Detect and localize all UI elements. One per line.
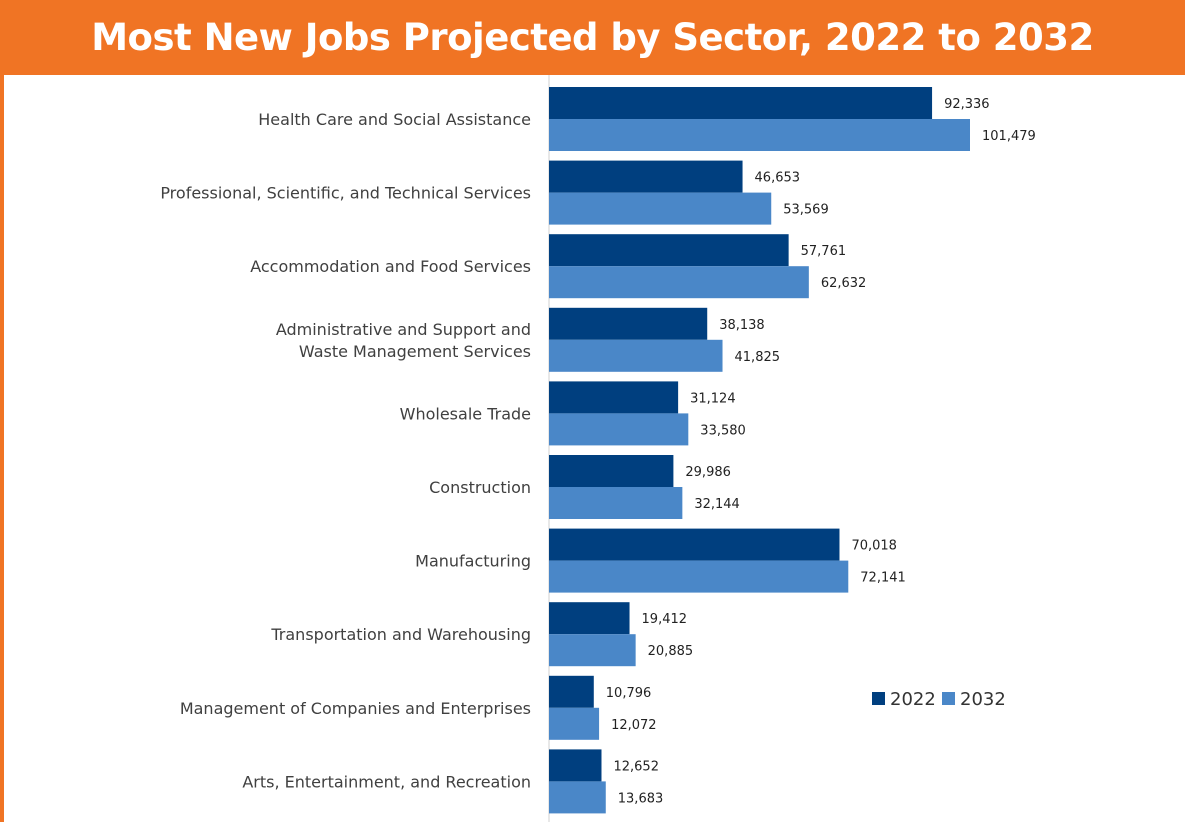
bar-2032 — [549, 339, 723, 372]
data-label-2022: 12,652 — [613, 759, 659, 774]
legend-swatch-2032 — [942, 692, 955, 705]
data-label-2032: 20,885 — [648, 644, 694, 659]
bar-2022 — [549, 160, 743, 193]
data-label-2032: 41,825 — [735, 350, 781, 365]
bar-2022 — [549, 455, 674, 487]
legend-label-2032: 2032 — [960, 689, 1006, 710]
category-label-line: Accommodation and Food Services — [250, 257, 531, 276]
category-label-line: Health Care and Social Assistance — [258, 110, 531, 129]
category-label: Construction — [429, 478, 531, 497]
data-label-2032: 53,569 — [783, 203, 829, 218]
bar-2022 — [549, 307, 708, 340]
category-label: Manufacturing — [415, 552, 531, 571]
category-label-line: Management of Companies and Enterprises — [180, 699, 531, 718]
frame-left-border — [0, 75, 4, 822]
chart-title: Most New Jobs Projected by Sector, 2022 … — [91, 16, 1094, 59]
title-banner: Most New Jobs Projected by Sector, 2022 … — [0, 0, 1185, 75]
category-label: Administrative and Support and Waste Mana… — [276, 320, 531, 361]
category-label-line: Administrative and Support and — [276, 320, 531, 339]
legend-swatch-2022 — [872, 692, 885, 705]
bar-2022 — [549, 675, 594, 708]
bar-2022 — [549, 381, 679, 414]
bar-2032 — [549, 487, 683, 519]
data-label-2032: 32,144 — [694, 497, 740, 512]
data-label-2032: 72,141 — [860, 571, 906, 586]
category-label-line: Arts, Entertainment, and Recreation — [242, 772, 531, 791]
bar-2032 — [549, 266, 809, 299]
data-label-2022: 31,124 — [690, 391, 736, 406]
category-label-line: Construction — [429, 478, 531, 497]
data-label-2022: 29,986 — [685, 465, 731, 480]
bar-2022 — [549, 528, 840, 561]
category-label: Arts, Entertainment, and Recreation — [242, 772, 531, 791]
data-label-2032: 13,683 — [618, 791, 664, 806]
data-label-2022: 70,018 — [851, 539, 897, 554]
bar-2032 — [549, 119, 970, 151]
category-label-line: Professional, Scientific, and Technical … — [160, 184, 531, 203]
bar-2022 — [549, 234, 789, 267]
bar-2032 — [549, 707, 600, 740]
category-label-line: Transportation and Warehousing — [270, 625, 531, 644]
bar-2032 — [549, 192, 772, 225]
data-label-2022: 10,796 — [606, 686, 652, 701]
bar-2032 — [549, 413, 689, 446]
data-label-2022: 92,336 — [944, 97, 990, 112]
data-label-2032: 101,479 — [982, 129, 1036, 144]
data-label-2022: 46,653 — [755, 171, 801, 186]
data-label-2032: 12,072 — [611, 718, 657, 733]
bar-2022 — [549, 749, 602, 782]
data-label-2022: 38,138 — [719, 318, 765, 333]
data-label-2032: 33,580 — [700, 423, 746, 438]
category-label-line: Wholesale Trade — [400, 404, 531, 423]
category-label: Health Care and Social Assistance — [258, 110, 531, 129]
category-label: Management of Companies and Enterprises — [180, 699, 531, 718]
data-label-2022: 19,412 — [642, 612, 688, 627]
category-label: Accommodation and Food Services — [250, 257, 531, 276]
category-label: Transportation and Warehousing — [270, 625, 531, 644]
bar-2032 — [549, 781, 606, 814]
bar-2032 — [549, 560, 849, 593]
bar-2022 — [549, 602, 630, 635]
data-label-2032: 62,632 — [821, 276, 867, 291]
category-label-line: Waste Management Services — [299, 342, 531, 361]
bar-2022 — [549, 87, 933, 119]
category-label-line: Manufacturing — [415, 552, 531, 571]
category-label: Professional, Scientific, and Technical … — [160, 184, 531, 203]
data-label-2022: 57,761 — [801, 244, 847, 259]
legend-label-2022: 2022 — [890, 689, 936, 710]
bar-2032 — [549, 634, 636, 667]
bar-chart: Health Care and Social Assistance 92,336 1… — [160, 75, 1036, 822]
category-label: Wholesale Trade — [400, 404, 531, 423]
